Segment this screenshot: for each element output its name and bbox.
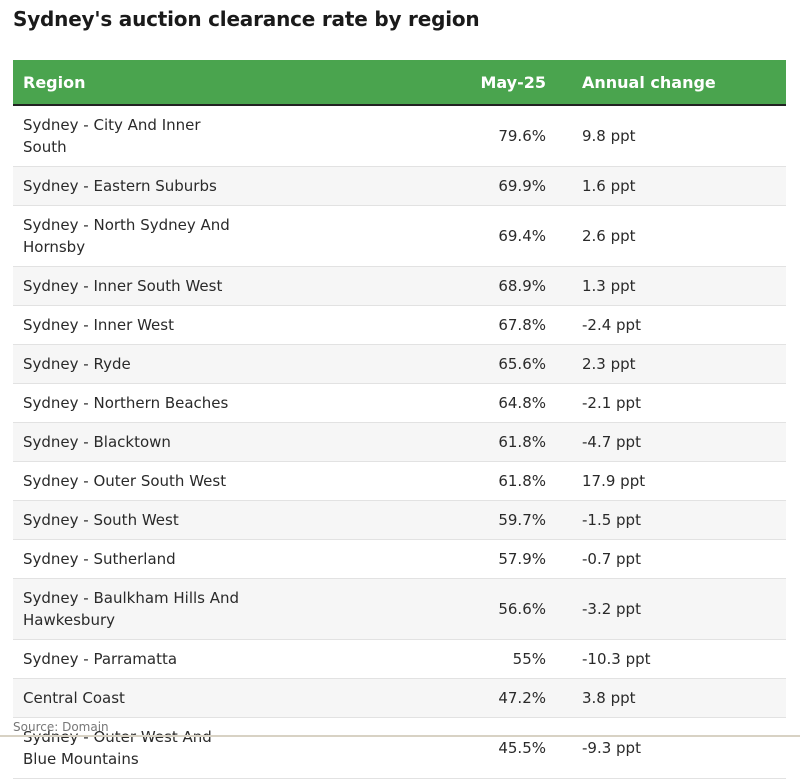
table-row: Sydney - Sutherland 57.9% -0.7 ppt [13,539,786,579]
bottom-divider [0,735,800,737]
cell-region: Sydney - Outer South West [13,461,443,501]
cell-region: Sydney - Inner West [13,305,443,345]
cell-may-25: 79.6% [443,105,558,167]
cell-annual-change: -1.5 ppt [558,500,786,540]
region-label: Sydney - Baulkham Hills And Hawkesbury [23,589,240,629]
table-row: Sydney - Blacktown 61.8% -4.7 ppt [13,422,786,462]
cell-region: Sydney - Eastern Suburbs [13,166,443,206]
table-body: Sydney - City And Inner South 79.6% 9.8 pp… [13,105,786,779]
region-label: Sydney - City And Inner South [23,116,201,156]
cell-region: Sydney - Ryde [13,344,443,384]
cell-region: Sydney - Baulkham Hills And Hawkesbury [13,578,443,640]
region-label: Sydney - Outer South West [23,472,227,490]
cell-may-25: 59.7% [443,500,558,540]
region-label: Sydney - North Sydney And Hornsby [23,216,230,256]
cell-annual-change: 1.6 ppt [558,166,786,206]
cell-region: Sydney - Northern Beaches [13,383,443,423]
column-header-region: Region [13,60,443,106]
table-row: Sydney - Parramatta 55% -10.3 ppt [13,639,786,679]
region-label: Sydney - Eastern Suburbs [23,177,217,195]
cell-region: Central Coast [13,678,443,718]
cell-region: Sydney - Sutherland [13,539,443,579]
chart-title: Sydney's auction clearance rate by regio… [13,7,480,31]
cell-region: Sydney - Blacktown [13,422,443,462]
cell-annual-change: -2.4 ppt [558,305,786,345]
cell-annual-change: -3.2 ppt [558,578,786,640]
cell-may-25: 68.9% [443,266,558,306]
table-row: Sydney - Ryde 65.6% 2.3 ppt [13,344,786,384]
cell-region: Sydney - Parramatta [13,639,443,679]
cell-may-25: 69.9% [443,166,558,206]
table-row: Sydney - Northern Beaches 64.8% -2.1 ppt [13,383,786,423]
cell-may-25: 67.8% [443,305,558,345]
cell-may-25: 65.6% [443,344,558,384]
cell-annual-change: -4.7 ppt [558,422,786,462]
cell-annual-change: -9.3 ppt [558,717,786,779]
cell-may-25: 57.9% [443,539,558,579]
cell-annual-change: -10.3 ppt [558,639,786,679]
region-label: Sydney - Inner West [23,316,174,334]
table-row: Sydney - Outer South West 61.8% 17.9 ppt [13,461,786,501]
cell-annual-change: 3.8 ppt [558,678,786,718]
region-label: Sydney - Ryde [23,355,131,373]
cell-annual-change: -0.7 ppt [558,539,786,579]
cell-region: Sydney - Inner South West [13,266,443,306]
cell-annual-change: 17.9 ppt [558,461,786,501]
region-label: Central Coast [23,689,125,707]
table-row: Sydney - North Sydney And Hornsby 69.4% 2.… [13,205,786,267]
cell-annual-change: 9.8 ppt [558,105,786,167]
table-header-row: Region May-25 Annual change [13,60,786,106]
cell-region: Sydney - City And Inner South [13,105,443,167]
region-label: Sydney - Northern Beaches [23,394,229,412]
table-row: Central Coast 47.2% 3.8 ppt [13,678,786,718]
cell-annual-change: 2.3 ppt [558,344,786,384]
source-note: Source: Domain [13,720,109,734]
cell-may-25: 61.8% [443,422,558,462]
region-label: Sydney - South West [23,511,179,529]
table-row: Sydney - Eastern Suburbs 69.9% 1.6 ppt [13,166,786,206]
table-row: Sydney - Baulkham Hills And Hawkesbury 56… [13,578,786,640]
table-row: Sydney - Inner West 67.8% -2.4 ppt [13,305,786,345]
cell-may-25: 47.2% [443,678,558,718]
column-header-may-25: May-25 [443,60,558,106]
region-label: Sydney - Blacktown [23,433,171,451]
region-label: Sydney - Sutherland [23,550,176,568]
cell-may-25: 61.8% [443,461,558,501]
table-row: Sydney - City And Inner South 79.6% 9.8 pp… [13,105,786,167]
clearance-rate-table: Region May-25 Annual change Sydney - Cit… [13,60,786,779]
column-header-annual-change: Annual change [558,60,786,106]
region-label: Sydney - Parramatta [23,650,178,668]
cell-annual-change: -2.1 ppt [558,383,786,423]
cell-may-25: 69.4% [443,205,558,267]
table-row: Sydney - Inner South West 68.9% 1.3 ppt [13,266,786,306]
table-row: Sydney - Outer West And Blue Mountains 45… [13,717,786,779]
data-table-container: Region May-25 Annual change Sydney - Cit… [13,60,786,779]
cell-may-25: 64.8% [443,383,558,423]
cell-annual-change: 1.3 ppt [558,266,786,306]
cell-region: Sydney - South West [13,500,443,540]
cell-may-25: 45.5% [443,717,558,779]
cell-annual-change: 2.6 ppt [558,205,786,267]
cell-may-25: 56.6% [443,578,558,640]
cell-region: Sydney - North Sydney And Hornsby [13,205,443,267]
region-label: Sydney - Inner South West [23,277,223,295]
table-row: Sydney - South West 59.7% -1.5 ppt [13,500,786,540]
cell-may-25: 55% [443,639,558,679]
